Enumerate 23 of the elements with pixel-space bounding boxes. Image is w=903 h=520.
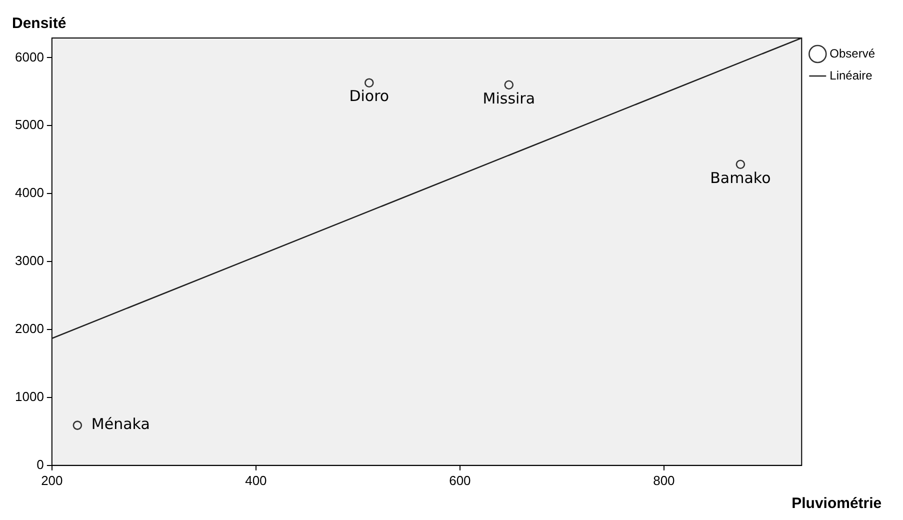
annotation: Dioro (349, 87, 390, 106)
y-axis-title: Densité (12, 15, 66, 32)
x-axis-title: Pluviométrie (792, 495, 882, 512)
x-tick-label: 400 (245, 472, 267, 488)
point (364, 78, 374, 88)
x-tick-label: 200 (41, 472, 63, 488)
x-tick-label: 800 (653, 472, 675, 488)
legend-label: Observé (830, 46, 876, 60)
y-tick-label: 1000 (15, 389, 44, 404)
y-tick-label: 2000 (15, 321, 44, 336)
point (72, 420, 82, 430)
y-tick-label: 0 (36, 456, 44, 472)
point (504, 80, 514, 90)
point (736, 160, 746, 170)
y-tick-label: 4000 (15, 185, 44, 200)
annotation: Ménaka (91, 415, 150, 434)
annotation: Missira (482, 89, 536, 108)
y-tick-label: 6000 (15, 49, 44, 64)
legend-label: Linéaire (830, 68, 873, 82)
y-tick-label: 3000 (15, 253, 44, 268)
annotation: Bamako (710, 168, 771, 187)
x-tick-label: 600 (449, 472, 471, 488)
y-tick-label: 5000 (15, 117, 44, 132)
